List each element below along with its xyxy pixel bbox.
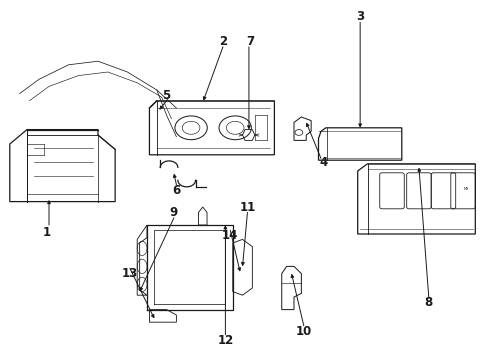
- Text: 9: 9: [170, 206, 178, 219]
- Text: 10: 10: [295, 325, 312, 338]
- Text: 5: 5: [163, 89, 171, 102]
- Text: 4: 4: [319, 156, 327, 169]
- Text: 8: 8: [425, 296, 433, 309]
- Text: 13: 13: [122, 267, 138, 280]
- Text: 11: 11: [239, 201, 256, 213]
- Text: 12: 12: [217, 334, 234, 347]
- Text: 6: 6: [172, 184, 180, 197]
- Text: M3: M3: [464, 187, 469, 191]
- Text: 1: 1: [43, 226, 50, 239]
- Text: 14: 14: [222, 229, 239, 242]
- Text: 3: 3: [356, 10, 364, 23]
- Text: 7: 7: [246, 35, 254, 48]
- Text: 2: 2: [219, 35, 227, 48]
